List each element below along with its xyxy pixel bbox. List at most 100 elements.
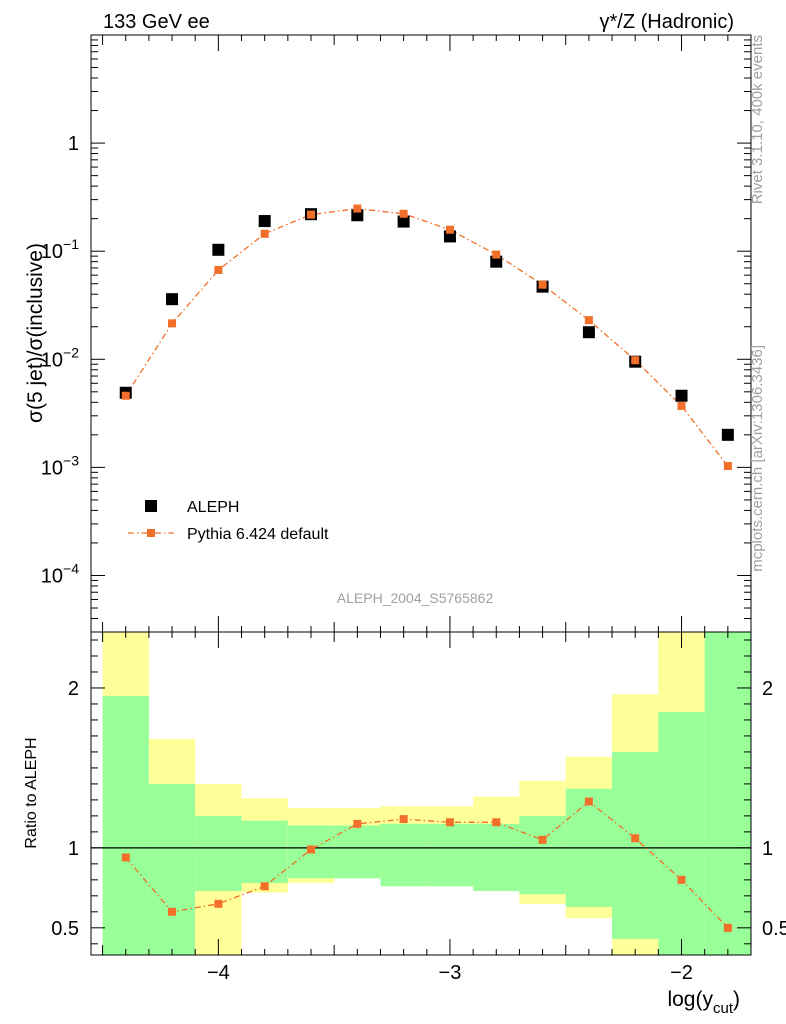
ratio-tick-labels: 0.5 0.5 1 1 2 2 −4 −3 −2 bbox=[51, 678, 786, 984]
ratio-band-inner bbox=[519, 815, 566, 895]
ratio-band-inner bbox=[195, 815, 242, 892]
ratio-band-inner bbox=[241, 820, 288, 884]
pythia-point bbox=[121, 391, 130, 400]
ratio-pythia-point bbox=[723, 923, 732, 932]
pythia-point bbox=[538, 280, 547, 289]
ratio-band-inner bbox=[426, 823, 474, 887]
legend-label-pythia: Pythia 6.424 default bbox=[187, 526, 329, 543]
rivet-label: Rivet 3.1.10, 400k events bbox=[749, 35, 766, 204]
ratio-pythia-point bbox=[677, 875, 686, 884]
main-ticks bbox=[91, 34, 752, 633]
pythia-line bbox=[125, 207, 729, 467]
pythia-point bbox=[214, 265, 223, 274]
ratio-pythia-point bbox=[307, 845, 315, 854]
ratio-band-inner bbox=[148, 783, 196, 955]
legend-marker-aleph bbox=[145, 500, 157, 512]
main-y-tick-labels: 10−410−310−210−11 bbox=[41, 133, 79, 587]
ratio-y-tick-label-right: 0.5 bbox=[762, 918, 786, 940]
aleph-point bbox=[721, 428, 734, 441]
aleph-point bbox=[582, 326, 595, 339]
main-y-tick-label-exponent: −2 bbox=[63, 344, 79, 360]
ratio-pythia-point bbox=[492, 818, 501, 827]
aleph-point bbox=[258, 215, 271, 228]
ratio-band-inner bbox=[102, 695, 149, 955]
ratio-band-inner bbox=[473, 823, 520, 892]
ratio-y-axis-label: Ratio to ALEPH bbox=[23, 737, 40, 848]
aleph-point bbox=[166, 293, 179, 306]
ratio-pythia-point bbox=[631, 834, 640, 843]
legend: ALEPH Pythia 6.424 default bbox=[128, 499, 329, 543]
pythia-point bbox=[631, 356, 640, 365]
ratio-pythia-point bbox=[214, 899, 223, 908]
ratio-pythia-point bbox=[538, 835, 547, 844]
ratio-ticks bbox=[91, 632, 752, 955]
pythia-point bbox=[168, 319, 177, 328]
ratio-band-inner bbox=[380, 823, 427, 887]
main-y-tick-label: 10−2 bbox=[41, 344, 79, 371]
ratio-pythia-point bbox=[121, 853, 130, 862]
aleph-point bbox=[397, 215, 410, 228]
aleph-point bbox=[212, 243, 225, 256]
pythia-point bbox=[399, 209, 408, 218]
pythia-point bbox=[492, 250, 501, 259]
pythia-point bbox=[353, 204, 362, 213]
ratio-band-inner bbox=[334, 825, 381, 879]
legend-label-aleph: ALEPH bbox=[187, 499, 239, 516]
analysis-label: ALEPH_2004_S5765862 bbox=[337, 590, 494, 606]
ratio-uncertainty-bands bbox=[102, 632, 751, 955]
ratio-y-tick-label-left: 1 bbox=[68, 838, 79, 860]
pythia-point bbox=[307, 210, 315, 219]
main-y-tick-label-exponent: −1 bbox=[63, 236, 79, 252]
pythia-point bbox=[445, 225, 454, 234]
pythia-point bbox=[584, 316, 593, 325]
aleph-point bbox=[675, 389, 688, 402]
chart-title-left: 133 GeV ee bbox=[103, 11, 210, 33]
main-y-tick-label: 10−4 bbox=[41, 560, 79, 587]
ratio-band-inner bbox=[658, 711, 705, 955]
x-tick-label: −3 bbox=[439, 962, 462, 984]
main-y-tick-label-base: 10 bbox=[41, 241, 63, 263]
mcplots-label: mcplots.cern.ch [arXiv:1306.3436] bbox=[749, 345, 766, 572]
legend-marker-pythia bbox=[147, 529, 155, 537]
main-y-tick-label: 10−3 bbox=[41, 452, 79, 479]
ratio-panel: 0.5 0.5 1 1 2 2 −4 −3 −2 Ratio to ALEPH log(ycut… bbox=[23, 631, 786, 1017]
main-y-tick-label-base: 10 bbox=[41, 457, 63, 479]
main-y-tick-label-base: 10 bbox=[41, 565, 63, 587]
main-y-axis-label: σ(5 jet)/σ(inclusive) bbox=[24, 243, 47, 423]
main-y-tick-label-base: 10 bbox=[41, 349, 63, 371]
ratio-y-tick-label-left: 2 bbox=[68, 678, 79, 700]
ratio-y-tick-label-right: 1 bbox=[762, 838, 773, 860]
chart-title-right: γ*/Z (Hadronic) bbox=[600, 11, 734, 33]
ratio-y-tick-label-right: 2 bbox=[762, 678, 773, 700]
x-tick-label: −2 bbox=[670, 962, 693, 984]
main-y-tick-label-base: 1 bbox=[68, 133, 79, 155]
ratio-plot-frame bbox=[90, 631, 752, 956]
x-tick-label: −4 bbox=[207, 962, 230, 984]
ratio-y-tick-label-left: 0.5 bbox=[51, 918, 79, 940]
main-y-tick-label-exponent: −3 bbox=[63, 452, 79, 468]
ratio-pythia-point bbox=[353, 819, 362, 828]
main-y-tick-label: 1 bbox=[68, 133, 79, 155]
pythia-point bbox=[260, 229, 269, 238]
ratio-series bbox=[121, 797, 732, 932]
x-axis-label-sub: cut bbox=[713, 1000, 734, 1017]
ratio-pythia-point bbox=[399, 815, 408, 824]
main-series bbox=[119, 204, 734, 470]
x-axis-label-main: log(y bbox=[667, 988, 713, 1011]
x-axis-label: log(ycut) bbox=[667, 988, 740, 1017]
ratio-band-inner bbox=[704, 632, 751, 955]
ratio-pythia-point bbox=[584, 797, 593, 806]
pythia-point bbox=[677, 401, 686, 410]
ratio-pythia-point bbox=[168, 907, 177, 916]
ratio-pythia-line bbox=[125, 800, 729, 929]
ratio-pythia-point bbox=[445, 818, 454, 827]
main-y-tick-label-exponent: −4 bbox=[63, 560, 79, 576]
x-axis-label-close: ) bbox=[733, 988, 740, 1011]
aleph-point bbox=[490, 255, 503, 268]
ratio-pythia-point bbox=[260, 882, 269, 891]
main-panel: 10−410−310−210−11 σ(5 jet)/σ(inclusive) … bbox=[24, 34, 752, 633]
pythia-point bbox=[723, 461, 732, 470]
ratio-band-inner bbox=[612, 751, 659, 940]
main-y-tick-label: 10−1 bbox=[41, 236, 79, 263]
